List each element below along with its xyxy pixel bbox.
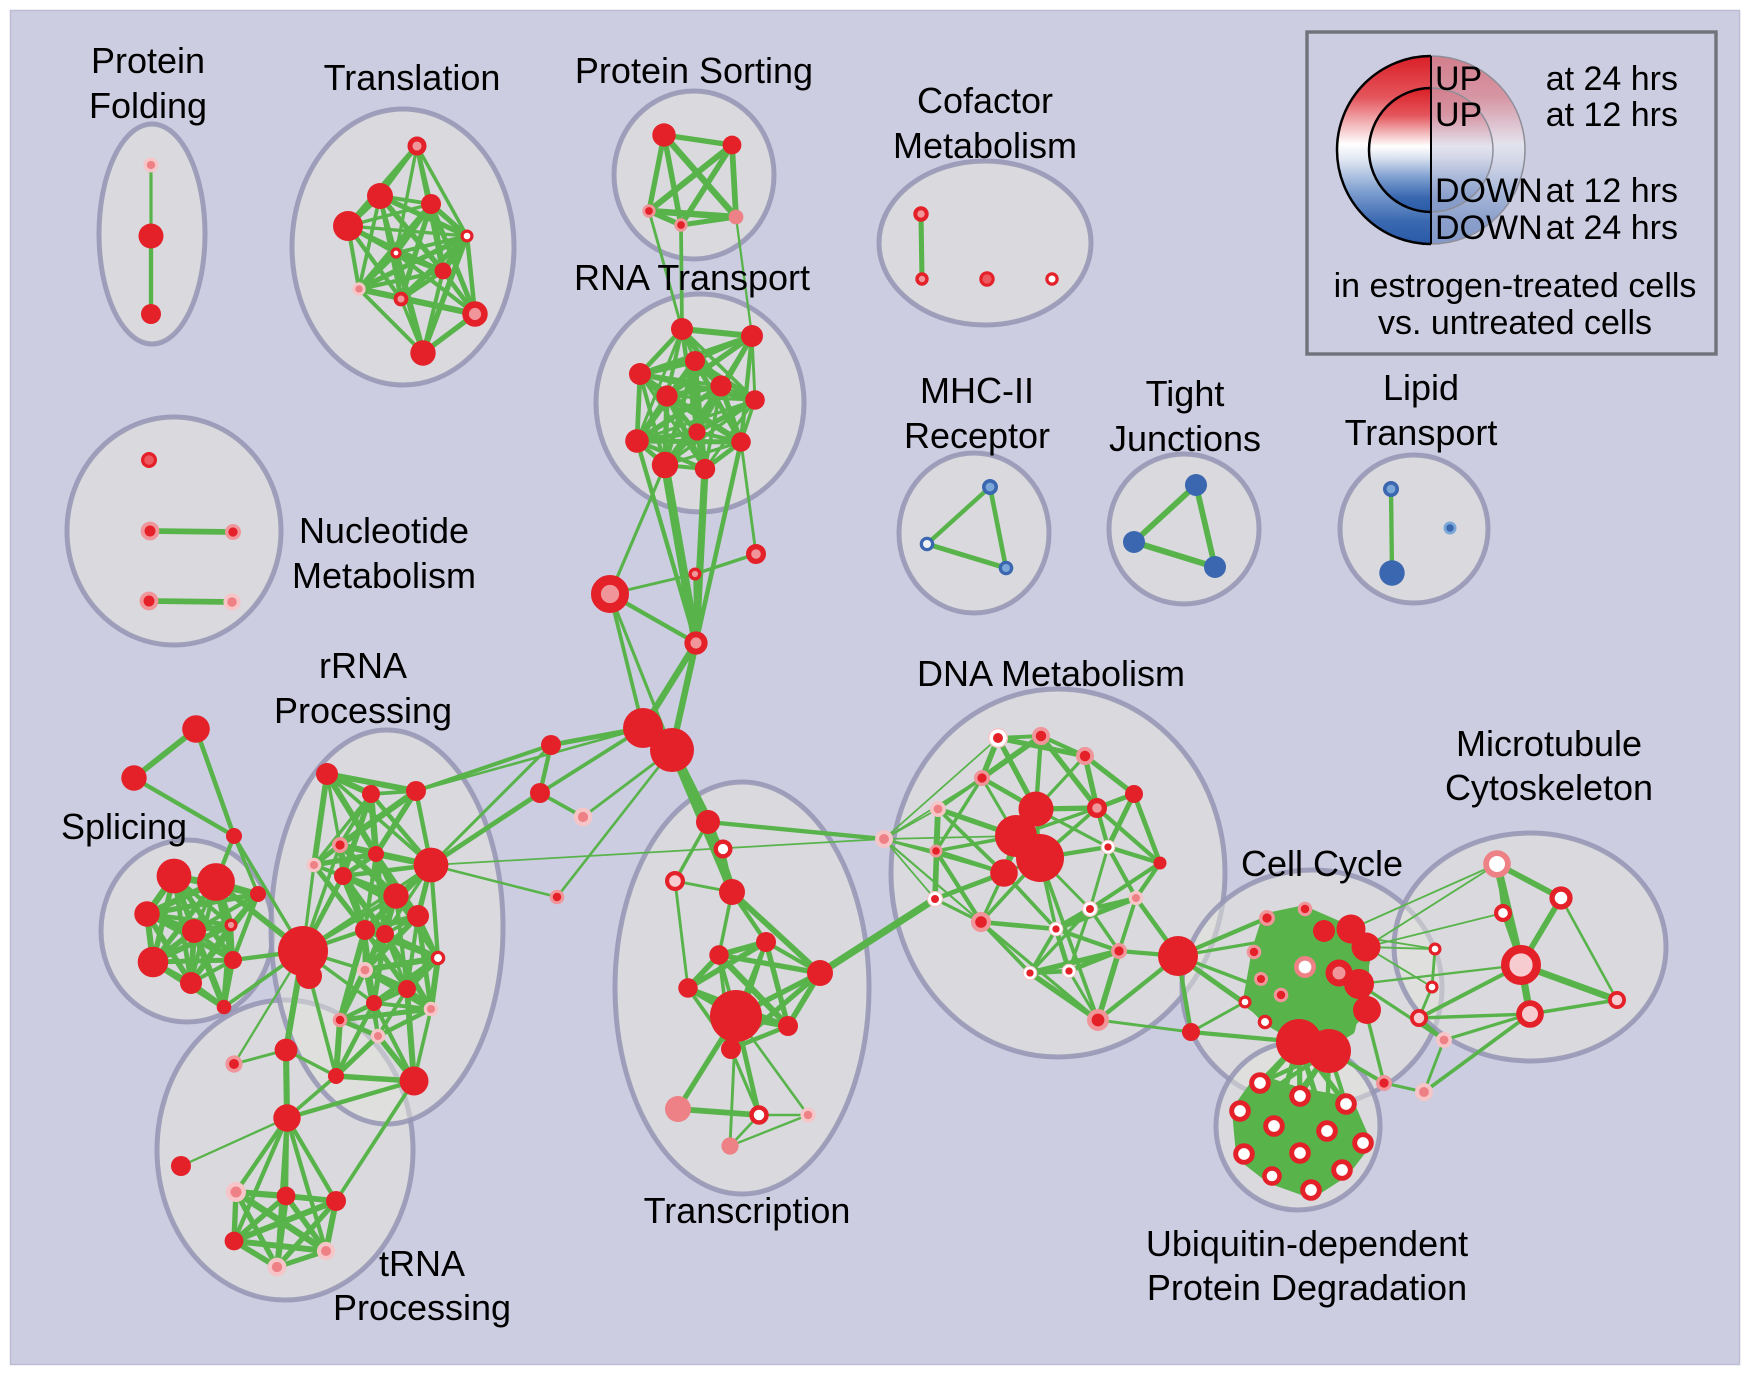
svg-text:Transport: Transport: [1345, 412, 1498, 453]
svg-text:Folding: Folding: [89, 85, 207, 126]
svg-text:Metabolism: Metabolism: [292, 555, 476, 596]
svg-text:Nucleotide: Nucleotide: [299, 510, 469, 551]
svg-text:Junctions: Junctions: [1109, 418, 1261, 459]
svg-text:Tight: Tight: [1146, 373, 1225, 414]
svg-text:Cell Cycle: Cell Cycle: [1241, 843, 1403, 884]
svg-text:Cofactor: Cofactor: [917, 80, 1053, 121]
svg-text:rRNA: rRNA: [319, 645, 407, 686]
svg-text:Processing: Processing: [333, 1287, 511, 1328]
svg-text:Receptor: Receptor: [904, 415, 1050, 456]
svg-text:Transcription: Transcription: [644, 1190, 851, 1231]
svg-text:at 12 hrs: at 12 hrs: [1546, 96, 1678, 134]
svg-text:Protein Sorting: Protein Sorting: [575, 50, 813, 91]
svg-text:DOWN: DOWN: [1435, 209, 1543, 247]
svg-text:vs. untreated cells: vs. untreated cells: [1378, 304, 1652, 342]
svg-text:tRNA: tRNA: [379, 1243, 465, 1284]
svg-text:UP: UP: [1435, 60, 1482, 98]
svg-text:Protein: Protein: [91, 40, 205, 81]
svg-text:Translation: Translation: [324, 57, 501, 98]
svg-text:Cytoskeleton: Cytoskeleton: [1445, 767, 1653, 808]
svg-text:RNA Transport: RNA Transport: [574, 257, 810, 298]
svg-text:Microtubule: Microtubule: [1456, 723, 1642, 764]
svg-text:UP: UP: [1435, 96, 1482, 134]
svg-text:DNA Metabolism: DNA Metabolism: [917, 653, 1185, 694]
svg-text:Protein Degradation: Protein Degradation: [1147, 1267, 1467, 1308]
svg-text:Lipid: Lipid: [1383, 367, 1459, 408]
svg-text:in estrogen-treated cells: in estrogen-treated cells: [1334, 267, 1697, 305]
svg-text:at 24 hrs: at 24 hrs: [1546, 209, 1678, 247]
svg-text:Ubiquitin-dependent: Ubiquitin-dependent: [1146, 1223, 1468, 1264]
svg-text:MHC-II: MHC-II: [920, 370, 1034, 411]
svg-text:Metabolism: Metabolism: [893, 125, 1077, 166]
svg-text:at 12 hrs: at 12 hrs: [1546, 172, 1678, 210]
svg-text:at 24 hrs: at 24 hrs: [1546, 60, 1678, 98]
svg-text:Splicing: Splicing: [61, 806, 187, 847]
svg-text:Processing: Processing: [274, 690, 452, 731]
svg-text:DOWN: DOWN: [1435, 172, 1543, 210]
